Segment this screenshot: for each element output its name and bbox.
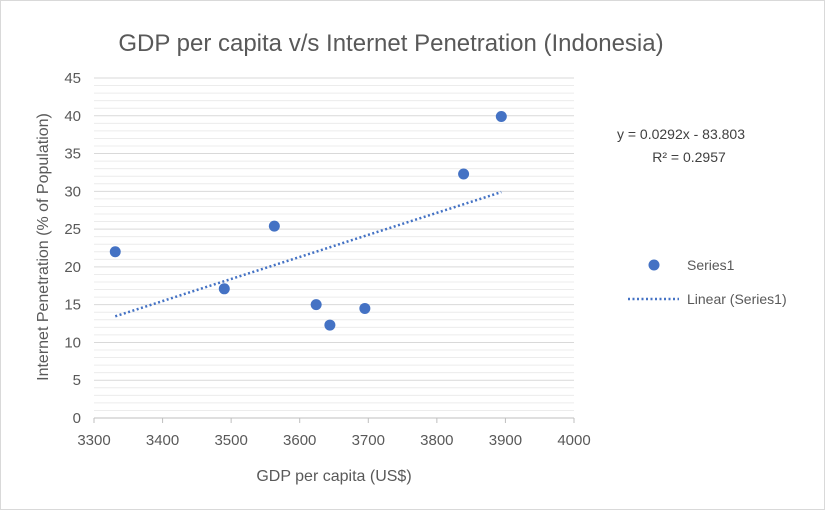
legend-label-trendline: Linear (Series1) (687, 291, 787, 307)
data-point (495, 111, 507, 123)
x-axis-title: GDP per capita (US$) (256, 468, 411, 485)
legend-label-series1: Series1 (687, 257, 735, 273)
legend: Series1 Linear (Series1) (628, 257, 787, 307)
y-tick-label: 20 (64, 259, 81, 276)
x-tick-label: 3300 (77, 432, 110, 449)
chart-title: GDP per capita v/s Internet Penetration … (118, 30, 663, 57)
x-tick-label: 3700 (352, 432, 385, 449)
legend-marker-series1 (648, 259, 660, 271)
gridlines (94, 77, 574, 419)
x-tick-label: 3500 (214, 432, 247, 449)
trendline-r-squared: R² = 0.2957 (652, 149, 726, 165)
y-tick-label: 40 (64, 108, 81, 125)
axes (93, 417, 575, 423)
x-tick-label: 3900 (489, 432, 522, 449)
data-point (109, 246, 121, 258)
data-point (324, 319, 336, 331)
x-tick-label: 3400 (146, 432, 179, 449)
data-point (359, 302, 371, 314)
y-tick-label: 5 (73, 372, 81, 389)
tick-labels: 0 5 10 15 20 25 30 35 40 45 3300 3400 3500 3600 3700 38… (64, 70, 590, 449)
trendline-layer (114, 190, 502, 318)
data-point (458, 168, 470, 180)
y-axis-title: Internet Penetration (% of Population) (35, 113, 52, 381)
y-tick-label: 10 (64, 334, 81, 351)
x-tick-label: 3600 (283, 432, 316, 449)
data-points (109, 111, 507, 331)
y-tick-label: 30 (64, 183, 81, 200)
data-point (268, 220, 280, 232)
x-tick-label: 4000 (557, 432, 590, 449)
y-tick-label: 0 (73, 410, 81, 427)
data-point (218, 283, 230, 295)
y-tick-label: 45 (64, 70, 81, 87)
trendline-equation: y = 0.0292x - 83.803 (617, 126, 745, 142)
y-tick-label: 35 (64, 146, 81, 163)
y-tick-label: 15 (64, 297, 81, 314)
data-point (310, 299, 322, 311)
x-tick-label: 3800 (420, 432, 453, 449)
y-tick-label: 25 (64, 221, 81, 238)
trendline (114, 190, 502, 318)
